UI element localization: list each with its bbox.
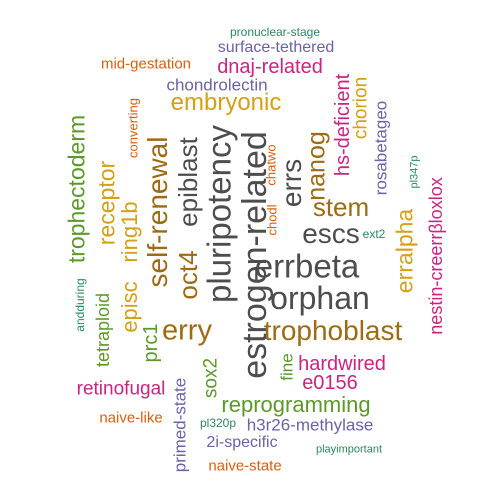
word-andduring: andduring <box>73 278 87 332</box>
word-rosabetageo: rosabetageo <box>371 100 391 196</box>
word-ext2: ext2 <box>362 227 386 241</box>
word-e0156: e0156 <box>302 372 358 394</box>
word-retinofugal: retinofugal <box>76 378 166 400</box>
word-pl320p: pl320p <box>199 416 237 430</box>
word-primed-state: primed-state <box>170 377 190 473</box>
word-oct4: oct4 <box>173 250 203 300</box>
word-nanog: nanog <box>302 131 331 201</box>
word-playimportant: playimportant <box>315 443 383 456</box>
word-stem: stem <box>312 192 370 222</box>
word-chodl: chodl <box>264 204 280 236</box>
word-errbeta: errbeta <box>254 247 360 285</box>
word-epiblast: epiblast <box>173 137 203 227</box>
word-chondrolectin: chondrolectin <box>166 75 268 95</box>
word-prc1: prc1 <box>140 323 162 363</box>
word-orphan: orphan <box>270 280 370 316</box>
word-pluripotency: pluripotency <box>200 125 238 303</box>
word-2i-specific: 2i-specific <box>206 434 278 451</box>
word-sox2: sox2 <box>200 357 222 399</box>
word-fine: fine <box>277 353 297 381</box>
word-h3r26-methylase: h3r26-methylase <box>246 415 374 435</box>
word-trophectoderm: trophectoderm <box>63 114 90 264</box>
word-chorion: chorion <box>350 76 372 140</box>
word-embryonic: embryonic <box>170 89 282 116</box>
word-converting: converting <box>125 98 141 158</box>
word-receptor: receptor <box>93 160 120 246</box>
word-trophoblast: trophoblast <box>263 315 403 346</box>
word-hardwired: hardwired <box>298 353 386 375</box>
word-episc: episc <box>117 281 142 333</box>
word-tetraploid: tetraploid <box>93 292 113 368</box>
word-ring1b: ring1b <box>117 201 142 263</box>
word-pronuclear-stage: pronuclear-stage <box>229 25 321 39</box>
word-reprogramming: reprogramming <box>221 392 371 417</box>
word-dnaj-related: dnaj-related <box>217 56 323 78</box>
word-naive-state: naive-state <box>208 457 282 475</box>
word-pl347p: pl347p <box>408 155 421 189</box>
word-naive-like: naive-like <box>99 409 163 427</box>
word-mid-gestation: mid-gestation <box>100 55 192 73</box>
word-erry: erry <box>162 314 212 347</box>
word-escs: escs <box>302 218 360 249</box>
word-erralpha: erralpha <box>391 208 418 294</box>
word-self-renewal: self-renewal <box>142 136 173 288</box>
word-surface-tethered: surface-tethered <box>217 39 335 56</box>
word-nestin-creerrbloxlox: nestin-creerrβloxlox <box>426 177 446 335</box>
